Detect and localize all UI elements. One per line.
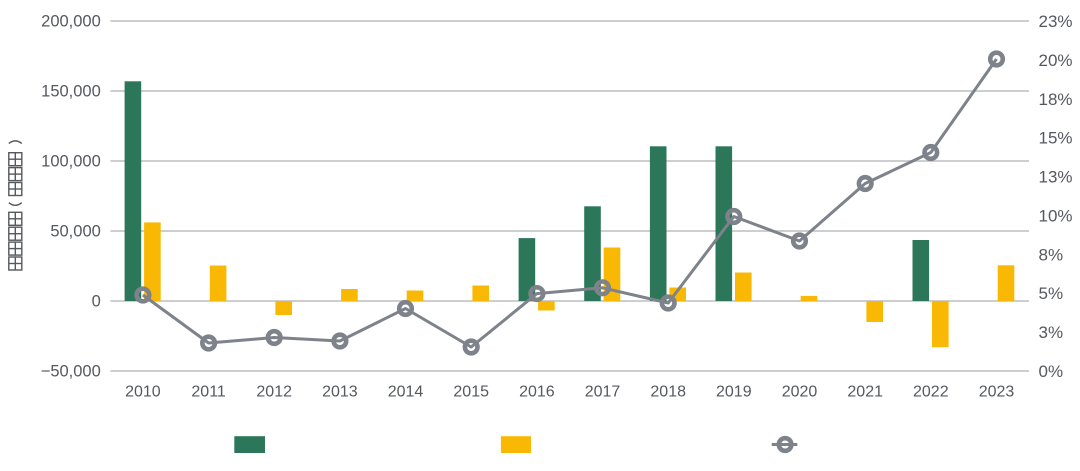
svg-text:50,000: 50,000 <box>50 223 100 241</box>
svg-text:2018: 2018 <box>650 384 686 401</box>
svg-text:150,000: 150,000 <box>41 83 101 101</box>
svg-text:3%: 3% <box>1039 323 1064 342</box>
svg-text:2015: 2015 <box>453 384 489 401</box>
svg-text:13%: 13% <box>1039 168 1073 187</box>
svg-text:2016: 2016 <box>519 384 555 401</box>
svg-text:2020: 2020 <box>782 384 818 401</box>
svg-text:2017: 2017 <box>585 384 621 401</box>
svg-text:2013: 2013 <box>322 384 358 401</box>
svg-text:2022: 2022 <box>913 384 949 401</box>
svg-text:15%: 15% <box>1039 129 1073 148</box>
svg-text:2012: 2012 <box>256 384 292 401</box>
svg-text:2021: 2021 <box>847 384 883 401</box>
svg-text:10%: 10% <box>1039 206 1073 225</box>
svg-text:200,000: 200,000 <box>41 13 101 31</box>
svg-text:8%: 8% <box>1039 245 1064 264</box>
svg-text:0%: 0% <box>1039 362 1064 381</box>
svg-text:23%: 23% <box>1039 12 1073 31</box>
svg-text:5%: 5% <box>1039 284 1064 303</box>
svg-text:2010: 2010 <box>125 384 161 401</box>
svg-text:18%: 18% <box>1039 90 1073 109</box>
svg-text:−50,000: −50,000 <box>41 363 101 381</box>
svg-text:100,000: 100,000 <box>41 153 101 171</box>
svg-text:2014: 2014 <box>388 384 424 401</box>
svg-text:2023: 2023 <box>979 384 1015 401</box>
svg-text:2019: 2019 <box>716 384 752 401</box>
svg-text:0: 0 <box>92 293 101 311</box>
svg-text:20%: 20% <box>1039 51 1073 70</box>
svg-text:2011: 2011 <box>191 384 226 401</box>
